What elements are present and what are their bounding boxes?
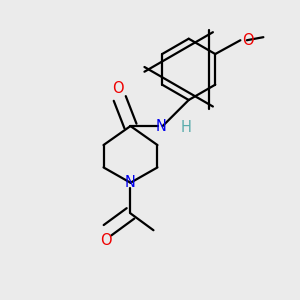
Text: N: N [156,118,167,134]
Text: H: H [181,120,192,135]
Text: O: O [242,33,253,48]
Text: N: N [125,175,136,190]
Text: O: O [112,81,124,96]
Text: O: O [100,233,111,248]
